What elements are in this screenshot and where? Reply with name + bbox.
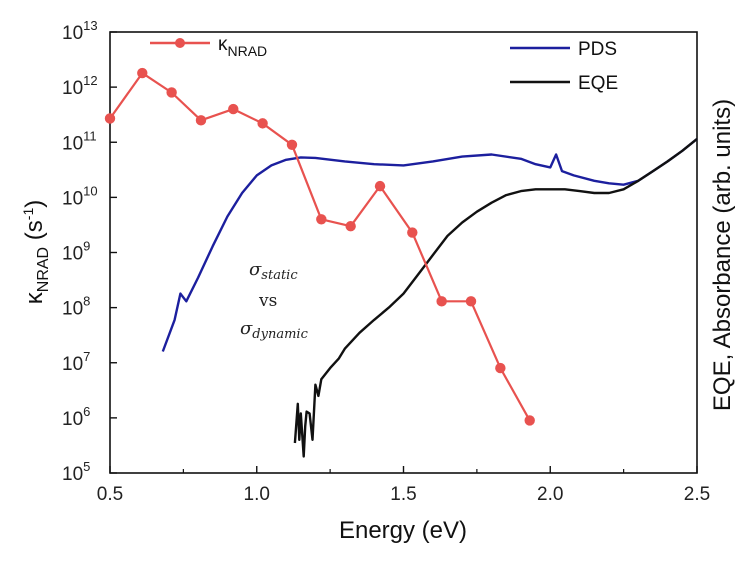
y-tick-label: 108 [62,294,90,320]
y-axis-title-right: EQE, Absorbance (arb. units) [709,99,736,411]
y-tick-label: 105 [62,459,90,485]
knrad-marker [316,214,327,225]
y-tick-exponent: 8 [83,294,90,309]
y-tick-base: 10 [62,78,83,99]
y-axis-title-left: κNRAD (s-1) [20,200,52,304]
y-tick-exponent: 7 [83,349,90,364]
y-tick-base: 10 [62,23,83,44]
ylabel-left-close: ) [21,200,48,208]
y-tick-base: 10 [62,409,83,430]
knrad-marker [137,67,148,79]
knrad-marker [228,103,239,115]
knrad-markers [104,67,535,426]
knrad-marker [407,227,418,238]
y-tick-exponent: 6 [83,404,90,419]
ylabel-left-rest: (s [21,220,48,247]
ylabel-left-sup: -1 [20,208,36,221]
x-tick-label: 1.0 [244,484,270,505]
y-tick-base: 10 [62,133,83,154]
y-tick-exponent: 12 [83,73,97,88]
legend-eqe-label: EQE [578,73,618,94]
legend-pds-label: PDS [578,39,617,60]
x-tick-label: 2.5 [684,484,710,505]
knrad-marker [286,139,298,150]
eqe-line [293,137,698,458]
x-tick-labels: 0.5 1.0 1.5 2.0 2.5 [97,484,710,505]
knrad-marker [195,115,207,126]
y-tick-exponent: 13 [83,18,97,33]
y-tick-label: 1012 [62,73,98,99]
annotation-line3-sub: dynamic [252,327,308,342]
y-tick-base: 10 [62,188,83,209]
annotation-line1: σstatic [249,259,298,283]
legend-knrad-marker [175,38,185,48]
y-tick-exponent: 10 [83,183,97,198]
knrad-line [109,71,531,421]
legend-right: PDS EQE [510,39,618,94]
y-tick-base: 10 [62,354,83,375]
annotation-line2: vs [258,291,277,311]
annotation-line3-main: σ [240,318,253,339]
y-tick-label: 109 [62,239,90,265]
legend-knrad-label: κNRAD [218,34,267,59]
y-tick-base: 10 [62,464,83,485]
knrad-marker [436,296,447,307]
sigma-annotation: σstatic vs σdynamic [240,259,309,342]
y-tick-label: 1013 [62,18,98,44]
x-tick-label: 0.5 [97,484,123,505]
annotation-line1-sub: static [261,268,298,283]
y-tick-exponent: 5 [83,459,90,474]
legend-knrad: κNRAD [150,34,267,59]
ylabel-left-sub: NRAD [35,247,52,292]
y-tick-exponent: 9 [83,239,90,254]
x-axis-title: Energy (eV) [339,517,467,544]
annotation-line3: σdynamic [240,318,309,342]
ylabel-left-main: κ [21,291,48,304]
knrad-marker [495,362,506,374]
knrad-marker [524,415,535,426]
x-tick-label: 1.5 [390,484,416,505]
y-tick-exponent: 11 [83,128,97,143]
y-tick-base: 10 [62,244,83,265]
knrad-marker [166,87,177,98]
knrad-marker [374,180,386,192]
plot-frame [109,31,698,474]
axis-ticks [109,31,698,474]
y-tick-label: 106 [62,404,90,430]
series-lines [109,71,698,458]
y-tick-label: 1011 [62,128,97,154]
knrad-marker [257,118,268,129]
annotation-line1-main: σ [249,259,262,280]
y-tick-base: 10 [62,299,83,320]
knrad-marker [104,113,116,124]
knrad-marker [345,220,356,232]
legend-knrad-main: κ [218,34,228,55]
pds-line [161,137,698,352]
x-tick-label: 2.0 [537,484,563,505]
knrad-marker [465,296,477,307]
y-tick-label: 107 [62,349,90,375]
legend-knrad-sub: NRAD [228,43,268,59]
y-tick-label: 1010 [62,183,98,209]
